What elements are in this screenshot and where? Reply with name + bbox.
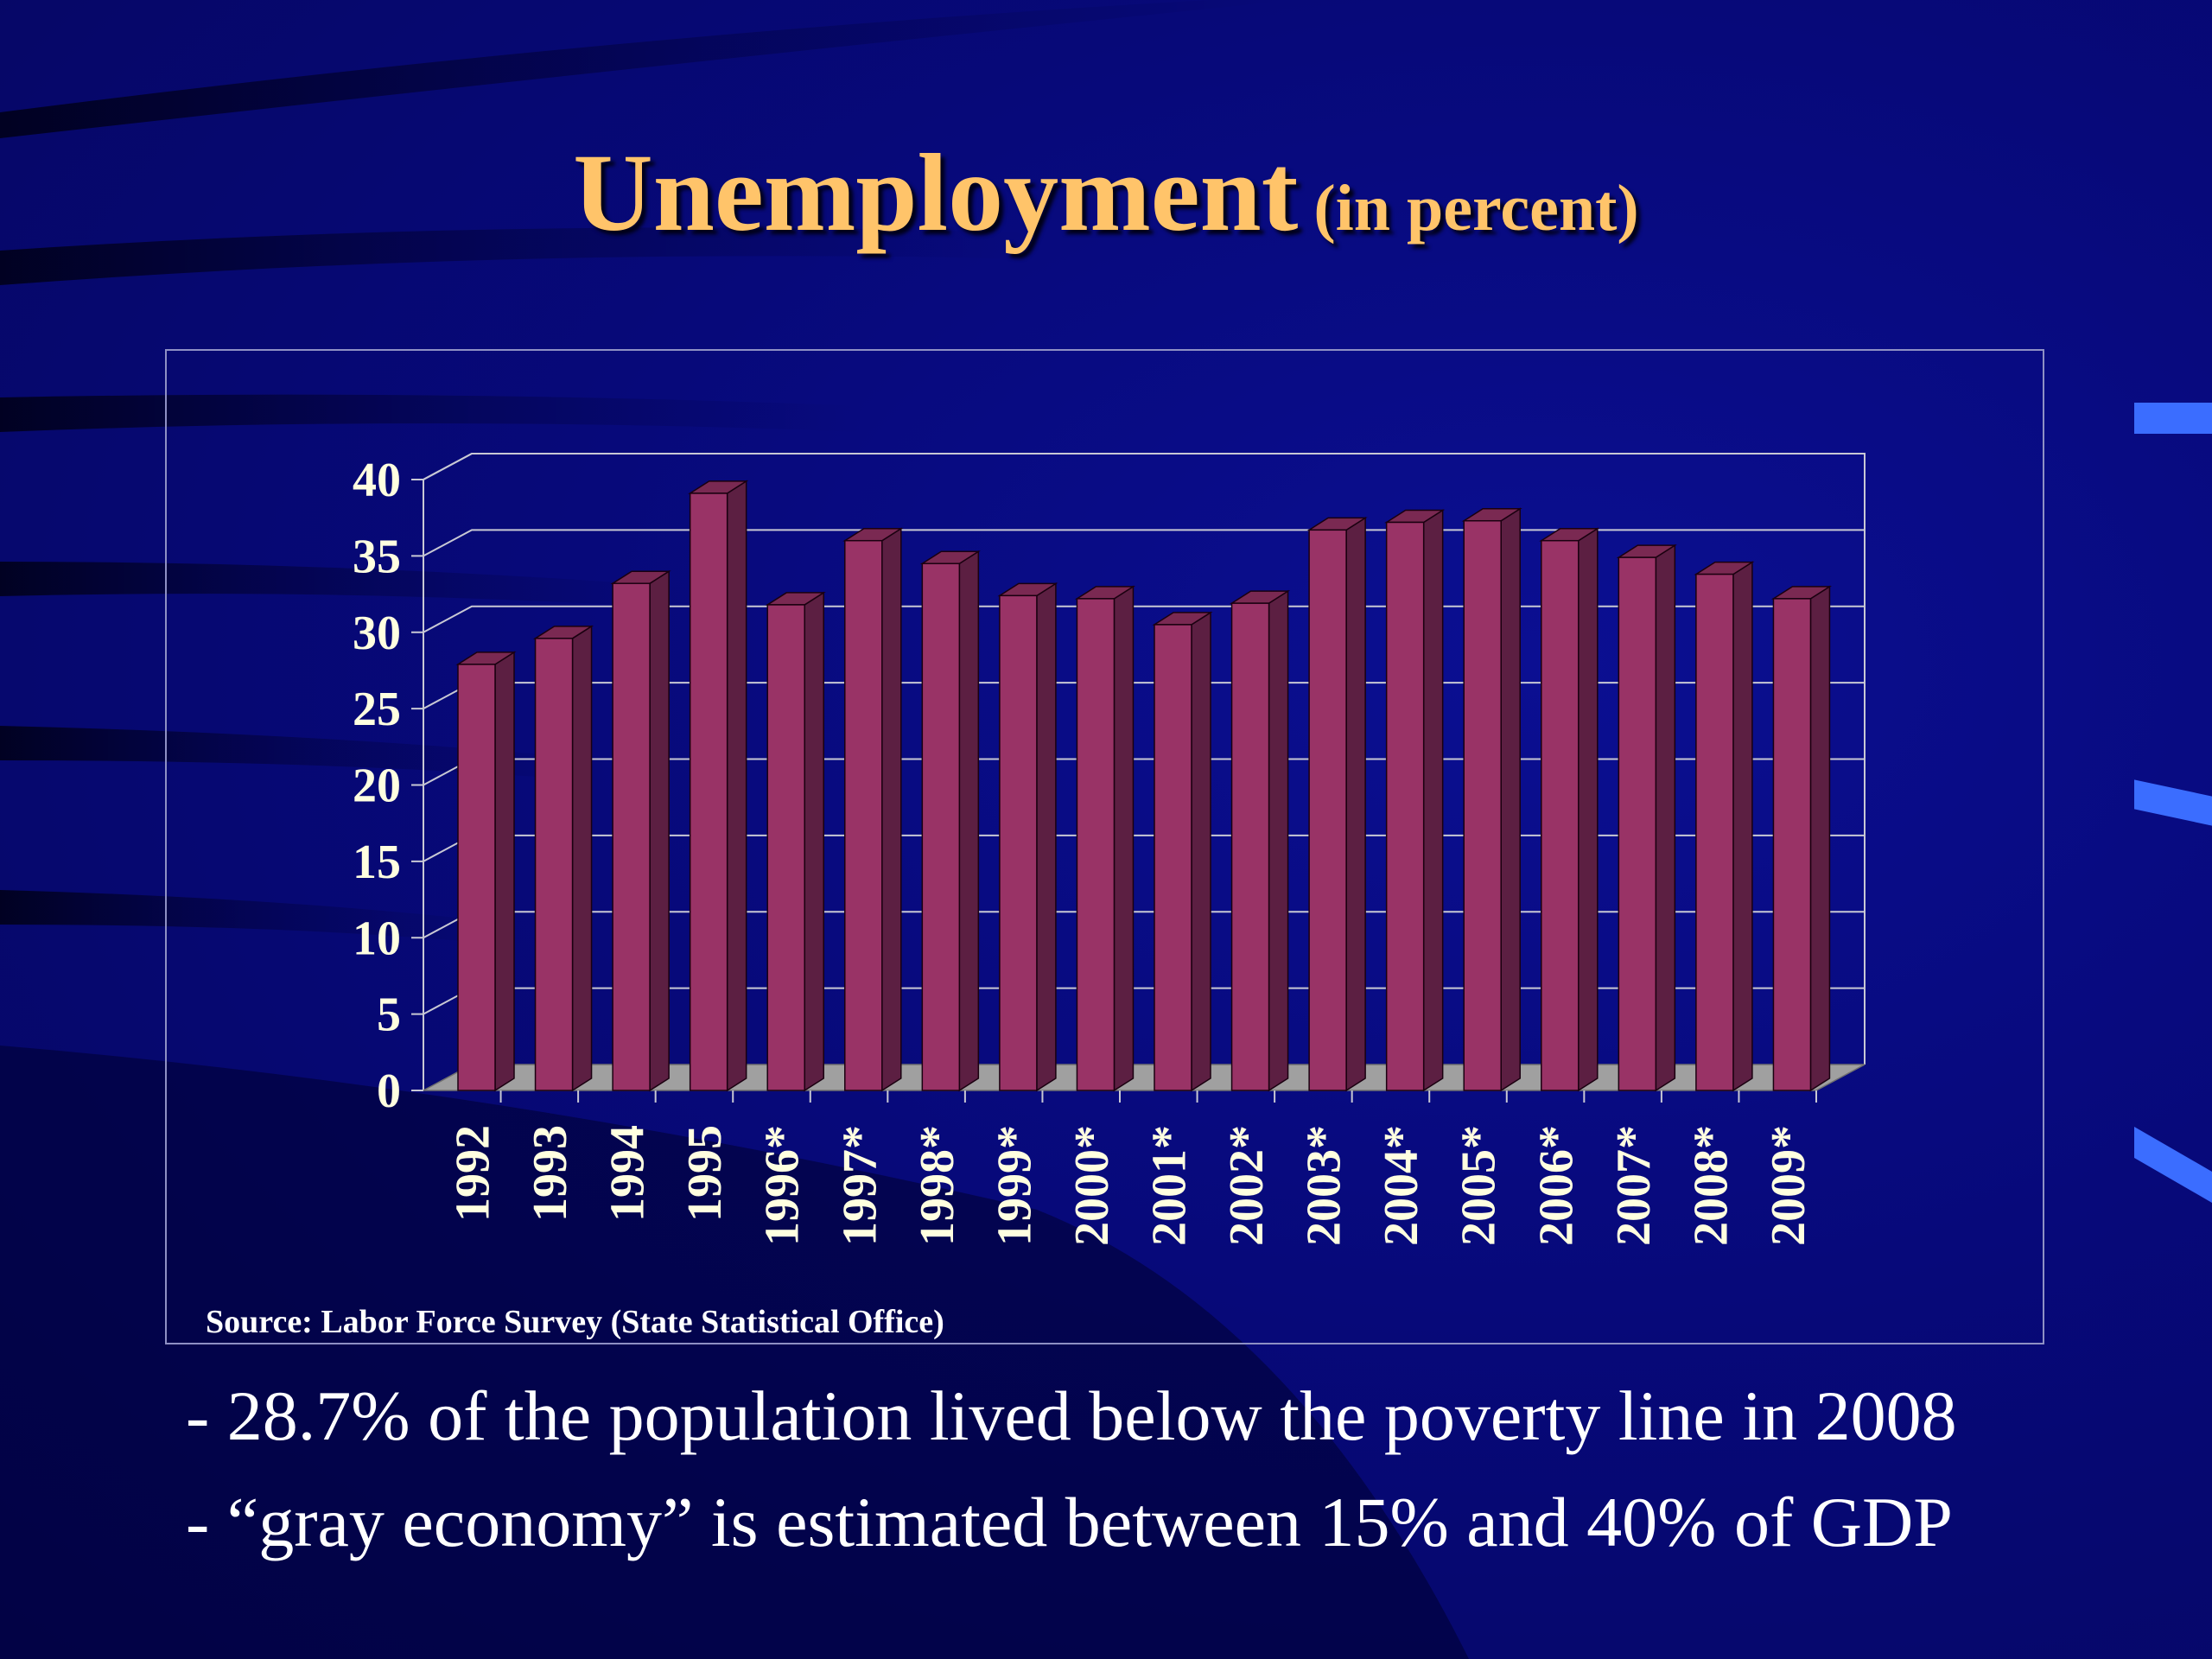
x-tick-label-1996*: 1996* <box>756 1125 810 1246</box>
y-tick-label-30: 30 <box>353 607 401 660</box>
bar-side-2006* <box>1578 527 1599 1092</box>
bar-side-2000* <box>1113 585 1135 1092</box>
bar-1997* <box>844 539 883 1091</box>
bar-side-2008* <box>1732 561 1753 1092</box>
bar-side-1993 <box>571 625 593 1092</box>
bullet-gray-economy: - “gray economy” is estimated between 15… <box>186 1483 1953 1561</box>
accent-stripe-top <box>2134 403 2212 434</box>
bar-side-1999* <box>1036 582 1057 1092</box>
bar-side-2003* <box>1345 516 1366 1092</box>
bar-1992 <box>457 664 496 1091</box>
x-tick-label-1999*: 1999* <box>988 1125 1041 1246</box>
bar-side-1994 <box>649 569 670 1092</box>
bar-2004* <box>1385 521 1425 1091</box>
x-tick-label-1998*: 1998* <box>911 1125 964 1246</box>
bar-1993 <box>534 638 574 1091</box>
bar-side-2001* <box>1191 611 1211 1092</box>
bar-2005* <box>1463 519 1502 1091</box>
title-subtitle: (in percent) <box>1313 172 1639 245</box>
x-tick-label-2008*: 2008* <box>1684 1125 1738 1246</box>
bar-side-2002* <box>1268 589 1289 1092</box>
x-tick-label-1992: 1992 <box>447 1125 500 1222</box>
bar-2000* <box>1076 598 1116 1091</box>
bar-side-2007* <box>1655 543 1676 1092</box>
x-tick-label-2009*: 2009* <box>1762 1125 1815 1246</box>
x-tick-label-2007*: 2007* <box>1607 1125 1661 1246</box>
x-tick-label-1994: 1994 <box>601 1125 655 1222</box>
x-tick-label-2005*: 2005* <box>1452 1125 1506 1246</box>
bar-1996* <box>766 604 805 1091</box>
y-tick-label-0: 0 <box>377 1065 401 1118</box>
bar-side-1996* <box>804 591 824 1092</box>
y-tick-label-25: 25 <box>353 683 401 736</box>
bar-side-1998* <box>958 550 980 1092</box>
source-note: Source: Labor Force Survey (State Statis… <box>206 1304 944 1340</box>
bar-2002* <box>1230 602 1270 1091</box>
bar-1999* <box>999 594 1038 1091</box>
bar-1994 <box>612 582 651 1091</box>
bar-2009* <box>1772 598 1812 1091</box>
y-tick-label-40: 40 <box>353 454 401 507</box>
gridline-40 <box>423 453 1865 480</box>
title-main: Unemployment <box>573 131 1299 254</box>
bullet-poverty: - 28.7% of the population lived below th… <box>186 1376 1957 1455</box>
y-tick-label-5: 5 <box>377 988 401 1042</box>
y-tick-label-10: 10 <box>353 912 401 965</box>
x-tick-label-2000*: 2000* <box>1065 1125 1119 1246</box>
bar-side-1992 <box>494 651 515 1092</box>
x-tick-label-1993: 1993 <box>524 1125 577 1222</box>
y-tick-label-20: 20 <box>353 760 401 813</box>
bar-side-1997* <box>881 527 902 1092</box>
chart-frame <box>165 349 2044 1344</box>
bar-2001* <box>1154 624 1192 1091</box>
x-tick-label-1995: 1995 <box>678 1125 732 1222</box>
x-tick-label-2003*: 2003* <box>1298 1125 1351 1246</box>
bar-2006* <box>1541 539 1580 1091</box>
x-tick-label-1997*: 1997* <box>833 1125 887 1246</box>
x-tick-label-2002*: 2002* <box>1220 1125 1274 1246</box>
y-tick-label-35: 35 <box>353 530 401 583</box>
bar-side-2009* <box>1809 585 1831 1092</box>
y-tick-label-15: 15 <box>353 836 401 889</box>
bar-2007* <box>1618 556 1657 1091</box>
bar-side-1995 <box>726 480 747 1092</box>
bar-side-2004* <box>1422 509 1444 1092</box>
bar-side-2005* <box>1500 507 1521 1092</box>
slide-title: Unemployment (in percent) <box>0 130 2212 257</box>
bar-1995 <box>689 493 728 1091</box>
bar-2008* <box>1695 573 1734 1091</box>
x-tick-label-2004*: 2004* <box>1375 1125 1428 1246</box>
x-tick-label-2006*: 2006* <box>1529 1125 1583 1246</box>
bar-2003* <box>1308 529 1347 1091</box>
x-tick-label-2001*: 2001* <box>1143 1125 1197 1246</box>
bar-1998* <box>921 563 961 1091</box>
